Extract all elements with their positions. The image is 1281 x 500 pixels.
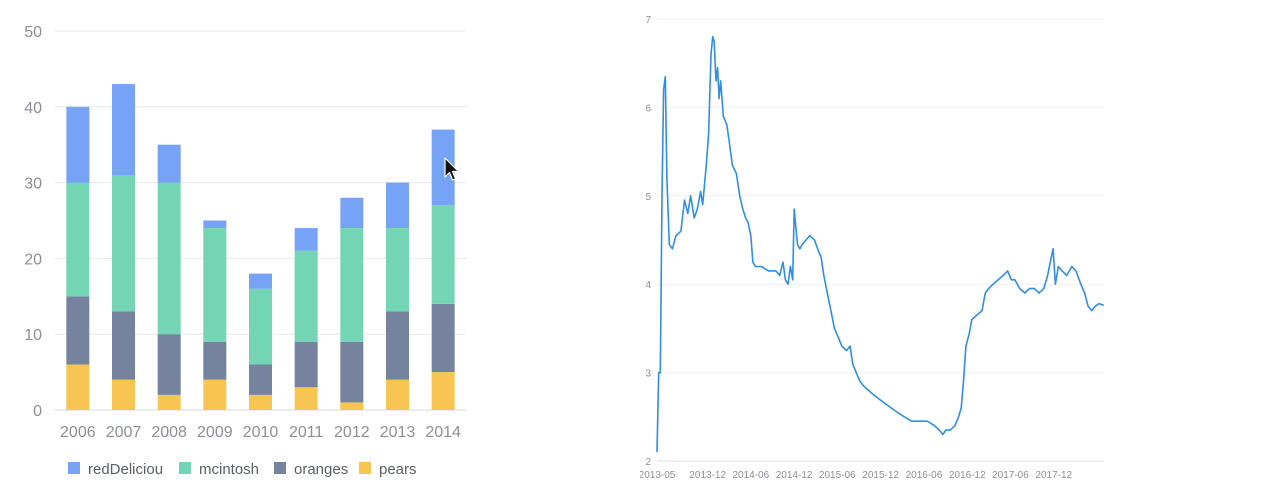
bar-segment-oranges[interactable]: [249, 364, 272, 395]
line-chart: 2 3 4 5 6 7 2013-05 2013-12 2014-06 2014-12 2015-0…: [640, 15, 1105, 481]
line-x-tick-label: 2013-12: [689, 470, 726, 481]
legend-label: mcintosh: [199, 461, 259, 478]
bar-y-tick-label: 0: [33, 403, 42, 420]
line-y-tick-label: 2: [645, 457, 651, 468]
bar-x-tick-label: 2006: [60, 424, 96, 441]
legend-label: redDeliciou: [88, 461, 163, 478]
line-y-tick-label: 7: [645, 15, 651, 26]
bar-y-tick-label: 40: [24, 100, 42, 117]
legend-swatch: [179, 462, 191, 474]
arrow-cursor-icon: [444, 157, 460, 181]
bar-segment-oranges[interactable]: [340, 341, 364, 403]
line-x-tick-label: 2014-12: [776, 470, 813, 481]
line-x-tick-label: 2016-06: [906, 470, 943, 481]
bar-segment-redDeliciou[interactable]: [249, 273, 272, 289]
bar-y-tick-label: 30: [24, 176, 42, 193]
bar-y-tick-label: 50: [24, 24, 42, 41]
bar-segment-mcintosh[interactable]: [157, 182, 181, 335]
bar-segment-oranges[interactable]: [386, 311, 409, 380]
line-y-tick-label: 3: [645, 369, 651, 380]
bar-x-tick-label: 2010: [243, 424, 279, 441]
line-x-tick-label: 2015-12: [862, 470, 899, 481]
bar-segment-redDeliciou[interactable]: [340, 197, 364, 229]
legend-item-oranges[interactable]: oranges: [274, 461, 348, 478]
bar-y-tick-label: 10: [24, 327, 42, 344]
legend-label: pears: [379, 461, 417, 478]
bar-segment-pears[interactable]: [294, 387, 318, 410]
bar-segment-oranges[interactable]: [112, 311, 135, 380]
bar-x-tick-label: 2014: [425, 424, 461, 441]
bar-segment-mcintosh[interactable]: [431, 205, 455, 304]
legend-label: oranges: [294, 461, 348, 478]
bar-segment-redDeliciou[interactable]: [203, 220, 227, 229]
bar-segment-pears[interactable]: [431, 372, 455, 410]
legend-swatch: [68, 462, 80, 474]
bar-segment-mcintosh[interactable]: [203, 228, 227, 342]
line-x-tick-label: 2017-06: [992, 470, 1029, 481]
bar-segment-redDeliciou[interactable]: [294, 228, 318, 251]
legend-item-pears[interactable]: pears: [359, 461, 417, 478]
bar-segment-redDeliciou[interactable]: [112, 84, 135, 176]
bar-segment-redDeliciou[interactable]: [431, 129, 455, 206]
bar-segment-redDeliciou[interactable]: [66, 106, 90, 183]
stacked-bar-chart: 0 10 20 30 40 50 2006 2007 2008 2009 2010 2011 2012 2…: [24, 24, 466, 478]
line-y-tick-label: 6: [645, 103, 651, 114]
bar-segment-pears[interactable]: [112, 379, 135, 410]
bar-x-tick-label: 2009: [197, 424, 233, 441]
line-x-tick-label: 2016-12: [949, 470, 986, 481]
bar-segment-pears[interactable]: [203, 379, 227, 410]
bar-segment-oranges[interactable]: [157, 334, 181, 395]
bar-segment-pears[interactable]: [66, 364, 90, 410]
legend-item-mcintosh[interactable]: mcintosh: [179, 461, 259, 478]
bar-segment-oranges[interactable]: [66, 296, 90, 365]
bar-segment-mcintosh[interactable]: [294, 250, 318, 342]
legend-swatch: [274, 462, 286, 474]
bar-segment-oranges[interactable]: [203, 341, 227, 380]
bar-segment-pears[interactable]: [340, 402, 364, 410]
bar-segment-mcintosh[interactable]: [340, 228, 364, 342]
line-y-tick-label: 4: [645, 280, 651, 291]
line-series[interactable]: [656, 35, 1105, 453]
bar-segment-redDeliciou[interactable]: [157, 144, 181, 183]
bar-x-tick-label: 2012: [334, 424, 370, 441]
bar-segment-mcintosh[interactable]: [112, 175, 135, 312]
bar-segment-oranges[interactable]: [294, 341, 318, 388]
line-y-tick-label: 5: [645, 192, 651, 203]
bar-segment-mcintosh[interactable]: [66, 182, 90, 297]
bar-x-tick-label: 2011: [289, 424, 324, 441]
bar-x-tick-label: 2007: [106, 424, 142, 441]
bar-segment-pears[interactable]: [386, 379, 409, 410]
bar-x-tick-label: 2008: [151, 424, 187, 441]
bar-y-tick-label: 20: [24, 251, 42, 268]
bar-segment-oranges[interactable]: [431, 303, 455, 373]
bar-segment-pears[interactable]: [249, 394, 272, 410]
bar-segment-mcintosh[interactable]: [249, 288, 272, 365]
bar-segment-redDeliciou[interactable]: [386, 182, 409, 229]
bar-segment-mcintosh[interactable]: [386, 228, 409, 312]
line-x-tick-label: 2017-12: [1035, 470, 1072, 481]
line-x-tick-label: 2013-05: [640, 470, 676, 481]
bar-segment-pears[interactable]: [157, 394, 181, 410]
line-x-tick-label: 2014-06: [732, 470, 769, 481]
line-x-tick-label: 2015-06: [819, 470, 856, 481]
legend-swatch: [359, 462, 371, 474]
legend-item-redDeliciou[interactable]: redDeliciou: [68, 461, 163, 478]
bar-x-tick-label: 2013: [380, 424, 416, 441]
